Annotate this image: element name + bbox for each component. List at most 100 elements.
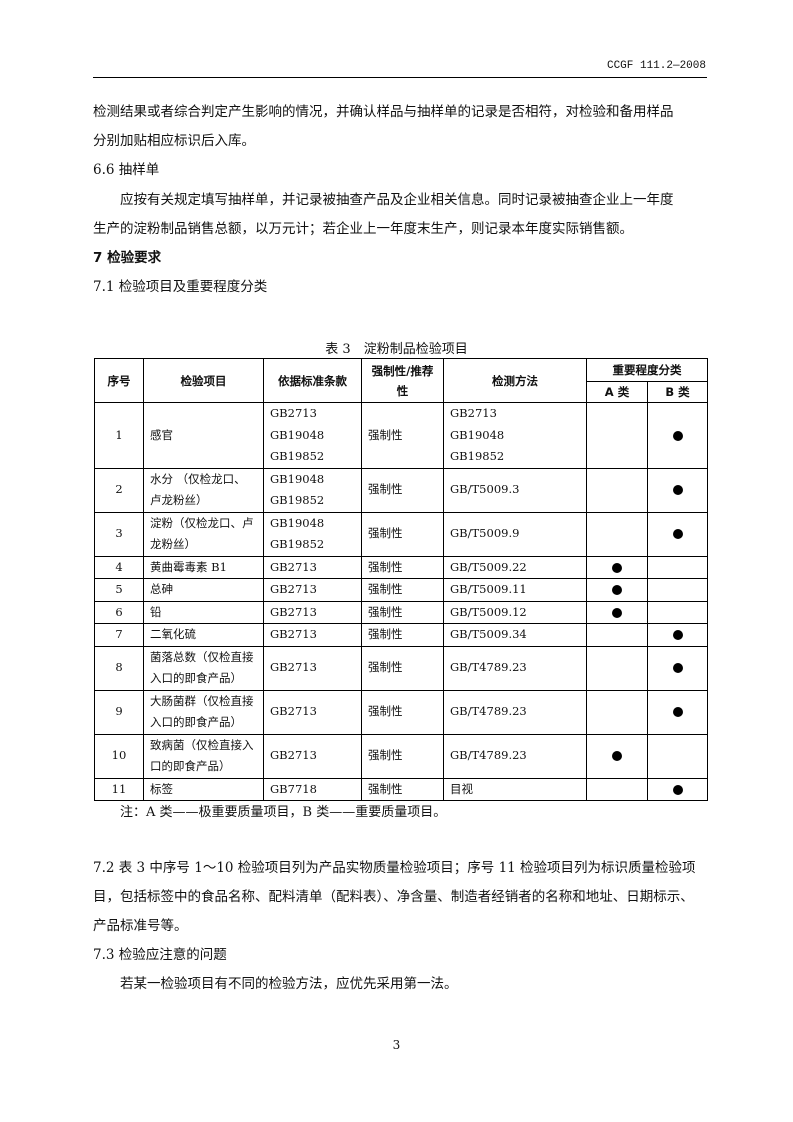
item-line: 入口的即食产品） <box>150 671 242 685</box>
cell-method: GB/T4789.23 <box>443 645 587 691</box>
cell-class-a <box>586 578 648 602</box>
cell-class-a <box>586 689 648 735</box>
cell-type: 强制性 <box>361 777 444 801</box>
table-row: 3 淀粉（仅检龙口、卢 龙粉丝） GB19048 GB19852 强制性 GB/T5009.… <box>94 511 708 557</box>
cell-type: 强制性 <box>361 645 444 691</box>
standard-line: GB19852 <box>270 493 325 507</box>
table-row: 5 总砷 GB2713 强制性 GB/T5009.11 <box>94 578 708 602</box>
item-line: 标签 <box>150 781 173 796</box>
method-line: GB/T5009.3 <box>450 482 520 497</box>
standard-line: GB2713 <box>270 582 317 596</box>
cell-class-b <box>647 555 708 579</box>
cell-class-a <box>586 555 648 579</box>
cell-method: GB/T5009.12 <box>443 600 587 624</box>
header-type-line1: 强制性/推荐 <box>371 363 434 378</box>
cell-item: 淀粉（仅检龙口、卢 龙粉丝） <box>143 511 264 557</box>
cell-method: GB/T5009.34 <box>443 623 587 647</box>
paragraph-line: 检测结果或者综合判定产生影响的情况，并确认样品与抽样单的记录是否相符，对检验和备… <box>93 104 674 120</box>
cell-class-a <box>586 600 648 624</box>
cell-no: 3 <box>94 511 144 557</box>
header-standard: 依据标准条款 <box>263 358 362 403</box>
cell-standard: GB2713 <box>263 600 362 624</box>
cell-no: 7 <box>94 623 144 647</box>
header-method: 检测方法 <box>443 358 587 403</box>
header-item: 检验项目 <box>143 358 264 403</box>
cell-no: 5 <box>94 578 144 602</box>
table-body: 1 感官 GB2713 GB19048 GB19852 强制性 GB2713 GB19048 G… <box>94 402 708 801</box>
section-heading-6-6: 6.6 抽样单 <box>93 162 160 178</box>
inspection-items-table: 序号 检验项目 依据标准条款 强制性/推荐性 检测方法 重要程度分类 A 类 B… <box>94 358 708 801</box>
cell-standard: GB2713 <box>263 733 362 779</box>
item-line: 菌落总数（仅检直接 <box>150 649 254 664</box>
paragraph-line: 生产的淀粉制品销售总额，以万元计；若企业上一年度末生产，则记录本年度实际销售额。 <box>93 221 633 237</box>
standard-line: GB7718 <box>270 781 317 796</box>
standard-line: GB2713 <box>270 604 317 619</box>
cell-no: 1 <box>94 402 144 469</box>
method-line: GB2713 <box>450 406 497 420</box>
method-line: GB/T4789.23 <box>450 660 527 675</box>
paragraph-line: 分别加贴相应标识后入库。 <box>93 133 255 149</box>
table-row: 10 致病菌（仅检直接入 口的即食产品） GB2713 强制性 GB/T4789.23 <box>94 733 708 779</box>
method-line: GB/T4789.23 <box>450 704 527 719</box>
item-line: 总砷 <box>150 582 173 596</box>
document-code: CCGF 111.2—2008 <box>606 60 706 72</box>
cell-item: 总砷 <box>143 578 264 602</box>
standard-line: GB2713 <box>270 406 317 420</box>
cell-class-b <box>647 645 708 691</box>
method-line: GB/T5009.9 <box>450 526 520 541</box>
cell-standard: GB2713 <box>263 689 362 735</box>
cell-item: 致病菌（仅检直接入 口的即食产品） <box>143 733 264 779</box>
method-line: GB/T5009.12 <box>450 604 527 619</box>
cell-no: 11 <box>94 777 144 801</box>
section-heading-7-3: 7.3 检验应注意的问题 <box>93 947 227 963</box>
item-line: 黄曲霉毒素 B1 <box>150 559 227 574</box>
table-row: 2 水分 （仅检龙口、 卢龙粉丝） GB19048 GB19852 强制性 GB/T5009… <box>94 467 708 513</box>
cell-class-b <box>647 578 708 602</box>
cell-class-a <box>586 733 648 779</box>
cell-item: 黄曲霉毒素 B1 <box>143 555 264 579</box>
table-row: 9 大肠菌群（仅检直接 入口的即食产品） GB2713 强制性 GB/T4789.23 <box>94 689 708 735</box>
standard-line: GB2713 <box>270 627 317 641</box>
cell-standard: GB7718 <box>263 777 362 801</box>
cell-class-b <box>647 402 708 469</box>
method-line: GB/T4789.23 <box>450 748 527 763</box>
item-line: 二氧化硫 <box>150 627 196 641</box>
cell-standard: GB2713 <box>263 578 362 602</box>
cell-item: 二氧化硫 <box>143 623 264 647</box>
cell-class-b <box>647 623 708 647</box>
standard-line: GB19048 <box>270 471 325 486</box>
cell-item: 水分 （仅检龙口、 卢龙粉丝） <box>143 467 264 513</box>
standard-line: GB19852 <box>270 537 325 551</box>
header-a: A 类 <box>586 381 648 403</box>
item-line: 口的即食产品） <box>150 759 231 773</box>
cell-class-a <box>586 402 648 469</box>
cell-class-b <box>647 689 708 735</box>
filled-circle-icon <box>672 630 683 640</box>
cell-item: 感官 <box>143 402 264 469</box>
filled-circle-icon <box>672 430 683 441</box>
cell-item: 大肠菌群（仅检直接 入口的即食产品） <box>143 689 264 735</box>
cell-class-b <box>647 600 708 624</box>
cell-type: 强制性 <box>361 623 444 647</box>
method-line: GB/T5009.22 <box>450 559 527 574</box>
cell-standard: GB2713 <box>263 623 362 647</box>
cell-no: 10 <box>94 733 144 779</box>
method-line: GB19852 <box>450 449 505 463</box>
cell-method: GB/T4789.23 <box>443 689 587 735</box>
header-no: 序号 <box>94 358 144 403</box>
item-line: 淀粉（仅检龙口、卢 <box>150 515 254 530</box>
table-row: 6 铅 GB2713 强制性 GB/T5009.12 <box>94 600 708 624</box>
cell-class-b <box>647 733 708 779</box>
header-rule <box>93 77 707 78</box>
method-line: GB19048 <box>450 427 505 442</box>
item-line: 卢龙粉丝） <box>150 493 208 507</box>
standard-line: GB19048 <box>270 515 325 530</box>
filled-circle-icon <box>672 707 683 718</box>
item-line: 大肠菌群（仅检直接 <box>150 693 254 708</box>
page-number: 3 <box>392 1038 401 1052</box>
paragraph-line: 7.2 表 3 中序号 1～10 检验项目列为产品实物质量检验项目；序号 11 … <box>93 860 696 876</box>
section-heading-7: 7 检验要求 <box>93 250 162 266</box>
cell-method: GB/T5009.22 <box>443 555 587 579</box>
filled-circle-icon <box>672 784 683 795</box>
cell-no: 2 <box>94 467 144 513</box>
